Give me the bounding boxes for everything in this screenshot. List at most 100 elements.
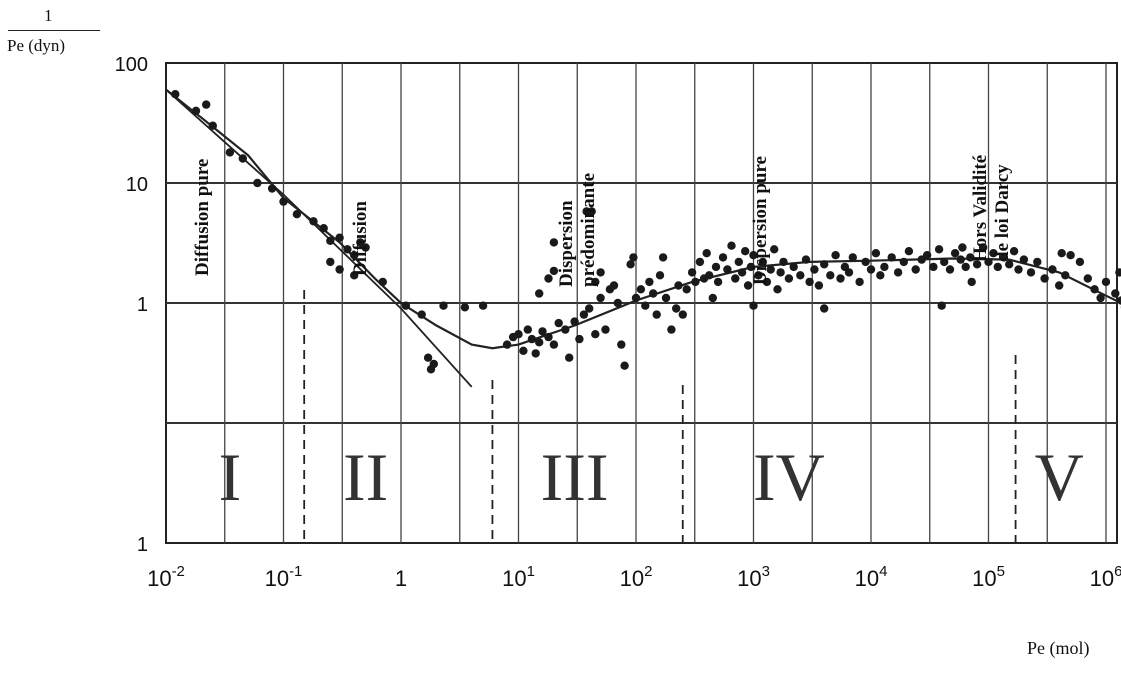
data-point xyxy=(687,268,697,277)
zone-label-line: Diffusion xyxy=(350,201,371,276)
zone-label-line: Hors Validité xyxy=(970,154,991,262)
data-point xyxy=(538,327,547,336)
data-point xyxy=(796,271,805,280)
data-point xyxy=(319,224,328,233)
data-point xyxy=(1090,285,1099,294)
data-point xyxy=(801,255,811,264)
y-axis-label-numerator: 1 xyxy=(44,6,53,25)
x-tick-base: 10 xyxy=(1090,566,1114,591)
data-point xyxy=(1005,260,1014,269)
data-point xyxy=(820,260,829,269)
x-tick-label: 101 xyxy=(502,563,535,591)
y-tick-label: 10 xyxy=(126,174,148,196)
data-point xyxy=(831,251,840,260)
x-tick-label: 10-1 xyxy=(265,563,303,591)
data-point xyxy=(1048,265,1057,274)
y-tick-label: 1 xyxy=(137,294,148,316)
data-point xyxy=(1055,281,1064,290)
data-point xyxy=(762,277,772,287)
data-point xyxy=(929,262,938,272)
data-point xyxy=(1096,293,1105,303)
zone-label-line: Dispersion pure xyxy=(750,156,771,285)
data-point xyxy=(667,325,676,334)
zone-label-dispersion-predominante: Dispersion prédominante xyxy=(556,173,600,287)
x-tick-exponent: 1 xyxy=(527,563,535,580)
data-point xyxy=(766,265,775,274)
x-tick-exponent: 2 xyxy=(644,563,652,580)
data-point xyxy=(989,249,998,258)
x-axis-label: Pe (mol) xyxy=(1027,638,1090,658)
data-point xyxy=(378,277,387,287)
data-point xyxy=(171,90,180,99)
zone-label-diffusion: Diffusion xyxy=(350,201,372,276)
data-point xyxy=(741,247,750,256)
data-point xyxy=(544,332,553,342)
data-point xyxy=(335,265,344,274)
data-point xyxy=(779,257,788,267)
data-point xyxy=(570,317,579,326)
data-point xyxy=(855,277,864,287)
data-point xyxy=(527,334,537,344)
data-point xyxy=(776,268,785,277)
data-point xyxy=(609,281,619,290)
data-point xyxy=(876,271,885,280)
x-tick-exponent: 4 xyxy=(879,563,887,580)
data-point xyxy=(661,293,671,303)
data-point xyxy=(904,247,914,256)
data-point xyxy=(350,271,359,280)
data-point xyxy=(1009,247,1019,256)
data-point xyxy=(1066,251,1075,260)
data-point xyxy=(549,266,559,276)
data-point xyxy=(713,277,723,287)
data-point xyxy=(655,271,665,280)
data-point xyxy=(887,253,896,262)
data-point xyxy=(950,249,960,258)
x-tick-exponent: 6 xyxy=(1114,563,1121,580)
zone-label-dispersion-pure: Dispersion pure xyxy=(750,156,772,285)
data-point xyxy=(1026,268,1036,277)
x-tick-label: 103 xyxy=(737,563,770,591)
data-point xyxy=(727,241,736,250)
diffusion-asymptote-line xyxy=(165,88,473,388)
data-points xyxy=(171,90,1121,374)
data-point xyxy=(1075,257,1085,267)
data-point xyxy=(549,340,559,349)
data-point xyxy=(350,251,359,260)
data-point xyxy=(478,301,488,310)
data-point xyxy=(1057,249,1066,258)
data-point xyxy=(861,257,870,267)
data-point xyxy=(718,253,728,262)
zone-label-diffusion-pure: Diffusion pure xyxy=(192,159,214,276)
zone-label-line: prédominante xyxy=(578,173,599,287)
data-point xyxy=(695,257,705,267)
x-tick-exponent: 5 xyxy=(997,563,1005,580)
data-point xyxy=(922,251,932,260)
data-point xyxy=(417,310,426,319)
data-point xyxy=(208,121,217,130)
data-point xyxy=(984,257,993,267)
x-tick-exponent: 3 xyxy=(762,563,770,580)
data-point xyxy=(805,277,814,287)
data-point xyxy=(579,310,589,319)
data-point xyxy=(238,154,247,163)
data-point xyxy=(708,293,717,303)
data-point xyxy=(549,238,559,247)
data-point xyxy=(940,257,949,267)
data-point xyxy=(743,281,753,290)
data-point xyxy=(1101,277,1111,287)
data-point xyxy=(691,277,700,287)
data-point xyxy=(899,257,908,267)
data-point xyxy=(784,274,794,283)
data-point xyxy=(789,262,798,272)
data-point xyxy=(1111,289,1120,298)
zone-label-hors-validite: Hors Validité de loi Darcy xyxy=(970,155,1014,262)
data-point xyxy=(814,281,824,290)
data-point xyxy=(626,260,635,269)
x-tick-label: 106 xyxy=(1090,563,1121,591)
data-point xyxy=(617,340,626,349)
zone-boundaries xyxy=(303,290,1017,543)
data-point xyxy=(343,245,352,254)
x-tick-base: 1 xyxy=(395,566,407,591)
data-point xyxy=(1083,274,1093,283)
